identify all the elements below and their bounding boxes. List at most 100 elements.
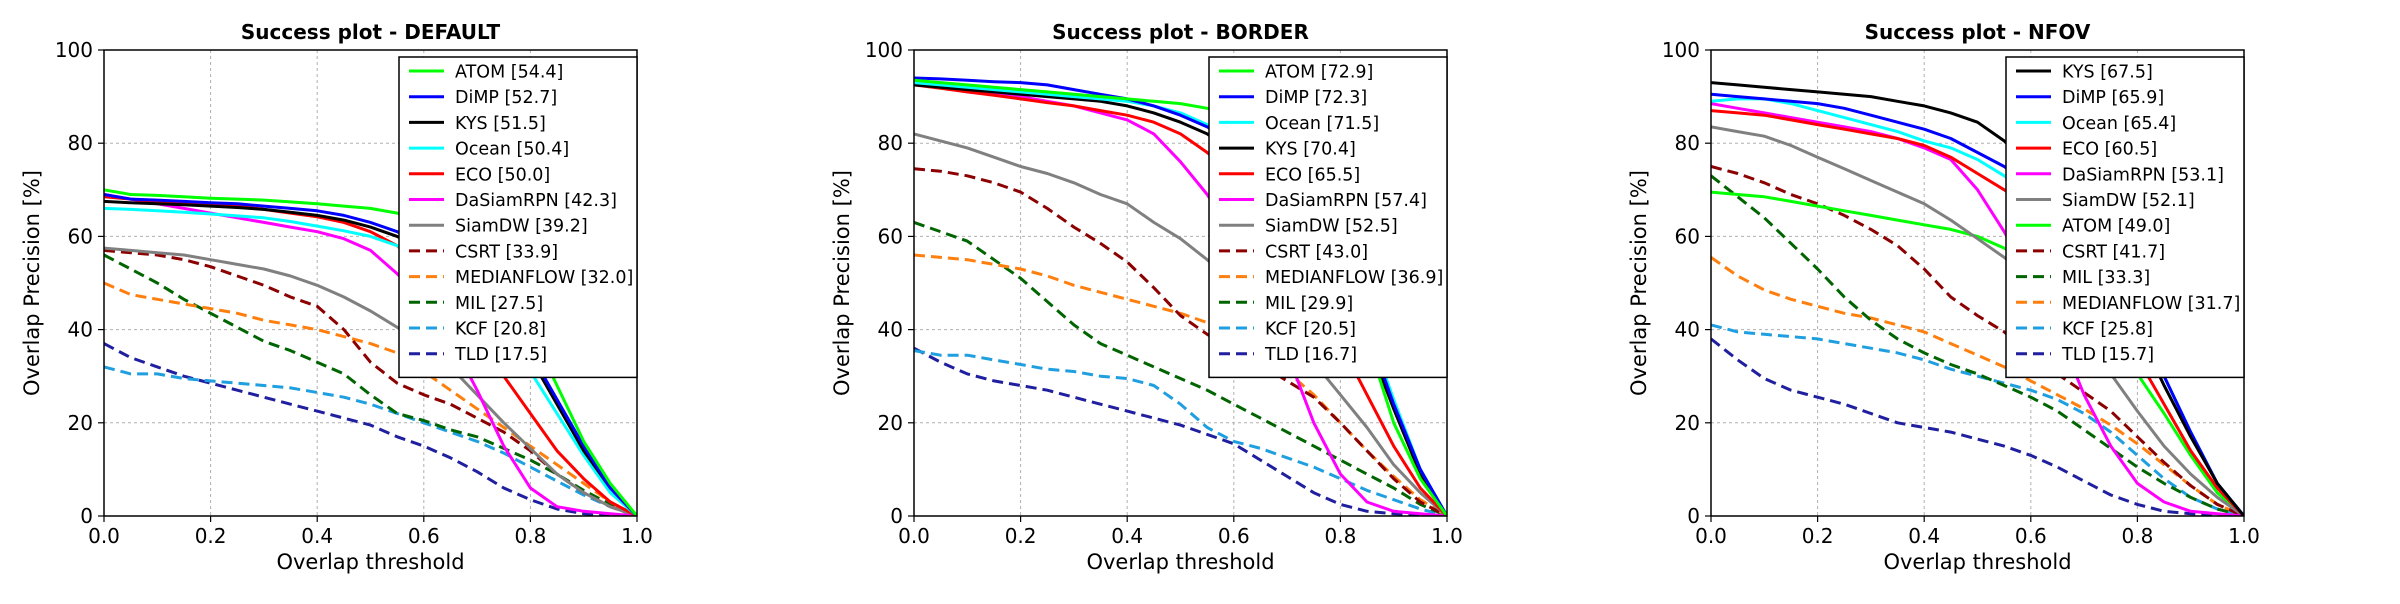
legend-label: KCF [25.8] (2062, 320, 2153, 340)
y-tick-label: 80 (878, 131, 903, 155)
series-line-atom (1711, 190, 2244, 516)
series-line-tld (914, 346, 1447, 516)
series-line-dimp (104, 193, 637, 516)
legend-label: TLD [17.5] (454, 345, 547, 365)
series-line-csrt (1711, 165, 2244, 516)
y-tick-label: 0 (890, 504, 903, 528)
legend-label: MEDIANFLOW [31.7] (2062, 294, 2240, 314)
legend-label: DaSiamRPN [53.1] (2062, 165, 2224, 185)
legend-label: MIL [29.9] (1265, 294, 1353, 314)
x-tick-label: 0.8 (1324, 524, 1356, 548)
x-tick-label: 0.0 (898, 524, 930, 548)
series-line-siamdw (104, 246, 637, 516)
x-tick-label: 0.2 (195, 524, 227, 548)
x-tick-label: 1.0 (2228, 524, 2260, 548)
series-line-siamdw (1711, 125, 2244, 516)
x-tick-label: 0.6 (2015, 524, 2047, 548)
x-tick-label: 0.4 (1908, 524, 1940, 548)
x-tick-label: 0.4 (1111, 524, 1143, 548)
legend-box (1208, 56, 1448, 379)
success-plot-1: Success plot - BORDER 0.0 0.2 0.4 0.6 0.8 1.0 0… (830, 20, 1463, 574)
y-axis-label: Overlap Precision [%] (830, 170, 854, 396)
series-line-kcf (914, 349, 1447, 516)
legend-label: KCF [20.5] (1265, 320, 1356, 340)
legend-label: CSRT [33.9] (455, 242, 558, 262)
legend-label: DiMP [65.9] (2062, 88, 2164, 108)
success-plot-0: Success plot - DEFAULT 0.0 0.2 0.4 0.6 0.8 1.0… (20, 20, 653, 574)
y-tick-label: 60 (878, 224, 903, 248)
legend-label: MIL [27.5] (455, 294, 543, 314)
legend: ATOM [72.9] DiMP [72.3] Ocean [71.5] KYS [7… (1208, 56, 1448, 379)
series-group (1711, 81, 2244, 516)
y-tick-label: 0 (80, 504, 93, 528)
series-group (914, 76, 1447, 516)
series-line-siamdw (914, 132, 1447, 516)
legend-label: MEDIANFLOW [32.0] (455, 268, 633, 288)
legend-label: DaSiamRPN [57.4] (1265, 191, 1427, 211)
x-tick-label: 0.0 (88, 524, 120, 548)
series-line-csrt (104, 248, 637, 516)
legend-box (2005, 56, 2245, 379)
legend-label: CSRT [43.0] (1265, 242, 1368, 262)
legend-label: MEDIANFLOW [36.9] (1265, 268, 1443, 288)
x-tick-label: 0.4 (301, 524, 333, 548)
y-axis-label: Overlap Precision [%] (1627, 170, 1651, 396)
legend-label: SiamDW [39.2] (455, 217, 588, 237)
legend-label: KYS [51.5] (455, 114, 546, 134)
y-tick-label: 40 (68, 318, 93, 342)
series-group (104, 188, 637, 516)
legend-label: TLD [15.7] (2061, 345, 2154, 365)
y-tick-label: 20 (1675, 411, 1700, 435)
legend-label: TLD [16.7] (1264, 345, 1357, 365)
legend: KYS [67.5] DiMP [65.9] Ocean [65.4] ECO [60… (2005, 56, 2245, 379)
x-tick-label: 0.6 (408, 524, 440, 548)
y-tick-label: 100 (1662, 38, 1700, 62)
series-line-csrt (914, 167, 1447, 516)
x-tick-label: 0.2 (1802, 524, 1834, 548)
series-line-kcf (1711, 323, 2244, 516)
x-tick-label: 0.6 (1218, 524, 1250, 548)
legend-label: KYS [67.5] (2062, 63, 2153, 83)
x-tick-label: 0.2 (1005, 524, 1037, 548)
series-line-mil (104, 253, 637, 516)
legend-label: CSRT [41.7] (2062, 242, 2165, 262)
legend-box (398, 56, 638, 379)
y-tick-label: 60 (1675, 224, 1700, 248)
legend-label: Ocean [50.4] (455, 140, 569, 160)
legend-label: ECO [50.0] (455, 165, 550, 185)
legend-label: ATOM [49.0] (2062, 217, 2170, 237)
legend-label: Ocean [65.4] (2062, 114, 2176, 134)
y-tick-label: 100 (55, 38, 93, 62)
legend-label: SiamDW [52.1] (2062, 191, 2195, 211)
series-line-mil (914, 220, 1447, 516)
y-tick-label: 100 (865, 38, 903, 62)
chart-title: Success plot - NFOV (1865, 20, 2091, 44)
y-tick-label: 40 (1675, 318, 1700, 342)
legend-label: ATOM [72.9] (1265, 63, 1373, 83)
legend-label: ECO [65.5] (1265, 165, 1360, 185)
series-line-ocean (104, 206, 637, 516)
y-tick-label: 80 (68, 131, 93, 155)
series-line-dasiamrpn (1711, 102, 2244, 516)
x-axis-label: Overlap threshold (1086, 550, 1274, 574)
y-tick-label: 60 (68, 224, 93, 248)
y-tick-label: 20 (878, 411, 903, 435)
series-line-kcf (104, 365, 637, 516)
series-line-kys (104, 199, 637, 516)
legend-label: SiamDW [52.5] (1265, 217, 1398, 237)
x-tick-label: 0.8 (2121, 524, 2153, 548)
x-tick-label: 1.0 (1431, 524, 1463, 548)
legend-label: DiMP [52.7] (455, 88, 557, 108)
legend-label: DiMP [72.3] (1265, 88, 1367, 108)
y-tick-label: 0 (1687, 504, 1700, 528)
x-axis-label: Overlap threshold (1883, 550, 2071, 574)
chart-title: Success plot - DEFAULT (241, 20, 501, 44)
y-tick-label: 40 (878, 318, 903, 342)
success-plot-2: Success plot - NFOV 0.0 0.2 0.4 0.6 0.8 1.0 0 20… (1627, 20, 2260, 574)
legend-label: DaSiamRPN [42.3] (455, 191, 617, 211)
chart-title: Success plot - BORDER (1052, 20, 1309, 44)
legend-label: KCF [20.8] (455, 320, 546, 340)
legend-label: ATOM [54.4] (455, 63, 563, 83)
